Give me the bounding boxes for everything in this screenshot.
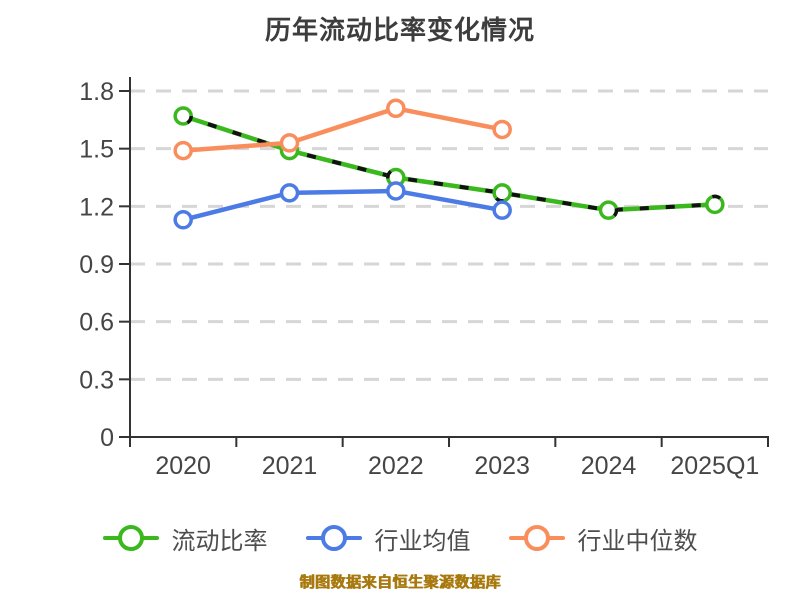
data-point-流动比率-2025Q1[interactable] <box>705 194 725 215</box>
legend-marker-green-icon <box>102 525 159 551</box>
data-point-行业均值-2022[interactable] <box>386 181 406 201</box>
data-point-overlay-流动比率-2022 <box>386 167 406 188</box>
series-line-行业中位数 <box>180 106 505 153</box>
legend-marker-blue-icon <box>305 525 362 551</box>
series-line-行业均值 <box>180 188 505 223</box>
chart-title: 历年流动比率变化情况 <box>264 15 535 45</box>
y-tick-label: 0.6 <box>79 309 114 337</box>
legend-item-industry-mean[interactable]: 行业均值 <box>305 521 471 556</box>
data-source-note: 制图数据来自恒生聚源数据库 <box>299 574 501 591</box>
x-tick-label: 2024 <box>581 452 637 480</box>
data-point-overlay-流动比率-2024 <box>598 200 619 220</box>
data-point-overlay-流动比率-2025Q1 <box>705 194 725 215</box>
legend-label-industry-median: 行业中位数 <box>577 527 698 555</box>
y-tick-label: 0.9 <box>79 251 114 279</box>
data-point-行业中位数-2020[interactable] <box>173 140 193 161</box>
x-tick-label: 2021 <box>262 452 318 480</box>
data-point-行业中位数-2021[interactable] <box>279 133 300 153</box>
legend-item-industry-median[interactable]: 行业中位数 <box>508 521 698 556</box>
legend-item-current-ratio[interactable]: 流动比率 <box>102 521 268 556</box>
y-tick-label: 0.3 <box>79 366 114 394</box>
y-tick-label: 0 <box>100 424 114 452</box>
legend-label-industry-mean: 行业均值 <box>374 527 471 555</box>
series-line-overlay-流动比率 <box>182 114 715 213</box>
x-tick-label: 2025Q1 <box>670 452 759 480</box>
y-tick-label: 1.8 <box>79 78 114 106</box>
data-point-行业中位数-2022[interactable] <box>386 98 406 119</box>
x-tick-label: 2023 <box>474 452 530 480</box>
data-point-行业均值-2020[interactable] <box>173 210 193 230</box>
legend-marker-orange-icon <box>508 525 565 551</box>
x-tick-label: 2022 <box>368 452 424 480</box>
y-tick-label: 1.5 <box>79 136 114 164</box>
data-point-行业均值-2023[interactable] <box>492 200 512 220</box>
line-chart-canvas[interactable]: 0 0.3 0.6 0.9 1.2 1.5 1.8 2020 2021 2022 2023 2024 2… <box>0 0 800 505</box>
series-line-流动比率 <box>180 113 718 213</box>
x-tick-label: 2020 <box>155 452 211 480</box>
data-point-行业均值-2021[interactable] <box>279 183 300 203</box>
legend-label-current-ratio: 流动比率 <box>171 527 268 555</box>
y-tick-label: 1.2 <box>79 193 114 221</box>
chart-legend: 流动比率 行业均值 行业中位数 <box>0 515 800 561</box>
data-point-行业中位数-2023[interactable] <box>492 119 512 140</box>
data-point-overlay-流动比率-2020 <box>173 106 193 126</box>
data-point-流动比率-2024[interactable] <box>598 200 619 220</box>
